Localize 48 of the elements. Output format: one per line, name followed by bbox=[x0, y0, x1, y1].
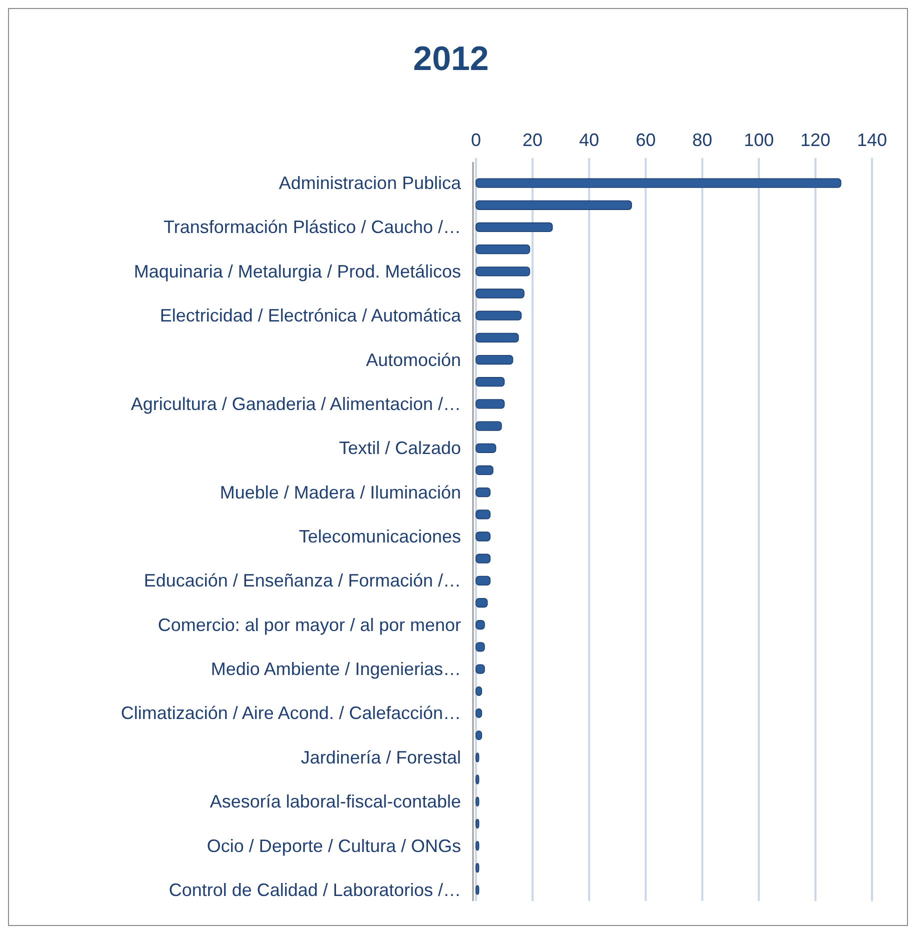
bar bbox=[476, 532, 491, 542]
y-tick-label: Climatización / Aire Acond. / Calefacción… bbox=[120, 703, 461, 724]
bar bbox=[476, 178, 842, 188]
y-tick-label: Maquinaria / Metalurgia / Prod. Metálicos bbox=[134, 261, 461, 282]
bar bbox=[476, 244, 530, 254]
y-tick-label: Automoción bbox=[366, 350, 461, 370]
x-tick-label: 40 bbox=[579, 130, 600, 150]
x-tick-label: 80 bbox=[692, 130, 712, 150]
bar bbox=[476, 664, 485, 674]
bar bbox=[476, 399, 505, 409]
y-tick-label: Administracion Publica bbox=[278, 173, 462, 194]
bar bbox=[476, 288, 524, 298]
bar bbox=[476, 332, 519, 342]
y-tick-label: Educación / Enseñanza / Formación /… bbox=[144, 570, 461, 591]
bar bbox=[476, 200, 632, 210]
bar bbox=[476, 443, 496, 453]
y-tick-label: Electricidad / Electrónica / Automática bbox=[160, 306, 462, 326]
bar bbox=[476, 377, 505, 387]
x-tick-label: 0 bbox=[470, 130, 482, 150]
x-tick-label: 100 bbox=[744, 130, 774, 150]
bar bbox=[476, 598, 488, 608]
bar bbox=[476, 510, 491, 520]
bar bbox=[476, 354, 514, 365]
x-tick-label: 20 bbox=[522, 130, 543, 150]
y-tick-label: Transformación Plástico / Caucho /… bbox=[164, 217, 461, 238]
bar bbox=[476, 266, 530, 276]
y-tick-label: Control de Calidad / Laboratorios /… bbox=[168, 880, 461, 900]
y-tick-label: Textil / Calzado bbox=[338, 438, 461, 458]
bar bbox=[476, 554, 491, 564]
bar bbox=[476, 421, 502, 431]
y-tick-label: Asesoría laboral-fiscal-contable bbox=[210, 792, 461, 812]
bar bbox=[476, 642, 485, 652]
y-tick-label: Agricultura / Ganaderia / Alimentacion /… bbox=[130, 394, 461, 414]
bar bbox=[476, 310, 522, 320]
chart-title: 2012 bbox=[413, 40, 489, 78]
x-tick-label: 60 bbox=[636, 130, 656, 150]
y-tick-label: Jardinería / Forestal bbox=[300, 747, 461, 768]
bar bbox=[476, 222, 553, 232]
bar bbox=[476, 488, 491, 498]
x-tick-label: 140 bbox=[856, 130, 888, 150]
bar bbox=[476, 576, 491, 586]
x-tick-label: 120 bbox=[800, 130, 830, 150]
y-tick-label: Medio Ambiente / Ingenierias… bbox=[210, 659, 461, 680]
y-tick-label: Telecomunicaciones bbox=[298, 526, 461, 546]
y-tick-label: Ocio / Deporte / Cultura / ONGs bbox=[206, 836, 461, 856]
bar bbox=[476, 465, 494, 476]
y-tick-label: Comercio: al por mayor / al por menor bbox=[158, 614, 462, 635]
y-tick-label: Mueble / Madera / Iluminación bbox=[220, 482, 461, 502]
